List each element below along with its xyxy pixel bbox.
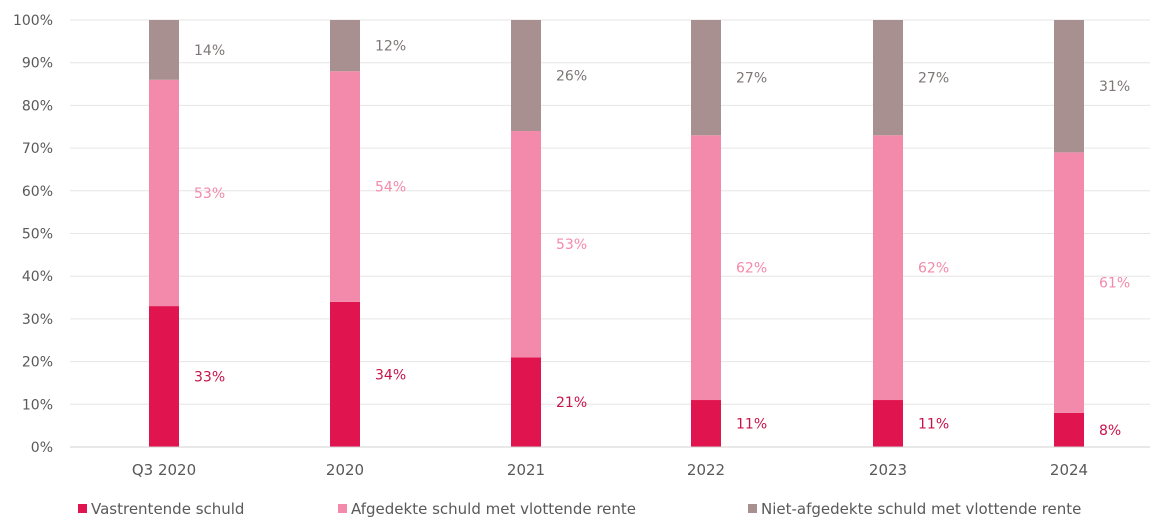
data-label: 14% [194, 43, 225, 59]
y-tick-label: 60% [22, 184, 53, 200]
legend-item: Niet-afgedekte schuld met vlottende rent… [748, 500, 1081, 518]
legend-swatch [338, 504, 347, 513]
x-tick-label: 2023 [869, 461, 907, 479]
data-label: 26% [556, 69, 587, 85]
data-label: 53% [556, 237, 587, 253]
data-label: 53% [194, 186, 225, 202]
data-label: 11% [736, 417, 767, 433]
data-label: 33% [194, 370, 225, 386]
bars [149, 20, 1084, 447]
gridlines [70, 19, 1150, 405]
y-tick-label: 30% [22, 312, 53, 328]
bar-segment [1054, 20, 1084, 153]
data-label: 34% [375, 367, 406, 383]
y-tick-label: 10% [22, 397, 53, 413]
y-tick-label: 50% [22, 227, 53, 243]
x-tick-label: 2020 [326, 461, 364, 479]
x-tick-label: Q3 2020 [132, 461, 196, 479]
bar-segment [1054, 412, 1084, 447]
legend-swatch [748, 504, 757, 513]
data-label: 54% [375, 180, 406, 196]
data-label: 31% [1099, 79, 1130, 95]
legend-item: Vastrentende schuld [78, 500, 244, 518]
data-label: 8% [1099, 423, 1121, 439]
data-label: 62% [918, 261, 949, 277]
y-tick-label: 100% [13, 13, 53, 29]
bar-segment [330, 20, 360, 72]
data-labels: 33% 53% 14% 34% 54% 12% 21% 53% 26% 11% 62% 27% 11% 6… [194, 39, 1130, 439]
legend-label: Afgedekte schuld met vlottende rente [351, 500, 636, 518]
bar-segment [149, 306, 179, 447]
y-tick-label: 70% [22, 141, 53, 157]
data-label: 62% [736, 261, 767, 277]
bar-segment [691, 20, 721, 136]
legend-label: Vastrentende schuld [91, 500, 244, 518]
legend-swatch [78, 504, 87, 513]
x-axis: Q3 2020 2020 2021 2022 2023 2024 [70, 446, 1150, 479]
bar-segment [511, 131, 541, 358]
y-tick-label: 90% [22, 56, 53, 72]
bar-segment [1054, 152, 1084, 413]
bar-segment [149, 20, 179, 80]
data-label: 27% [736, 71, 767, 87]
data-label: 21% [556, 395, 587, 411]
y-axis: 0% 10% 20% 30% 40% 50% 60% 70% 80% 90% 100% [13, 13, 53, 456]
x-tick-label: 2021 [507, 461, 545, 479]
bar-segment [511, 20, 541, 132]
bar-segment [873, 135, 903, 401]
bar-segment [330, 71, 360, 302]
bar-segment [149, 79, 179, 307]
bar-segment [511, 357, 541, 447]
x-tick-label: 2024 [1050, 461, 1088, 479]
legend: Vastrentende schuld Afgedekte schuld met … [78, 500, 1081, 518]
x-tick-label: 2022 [687, 461, 725, 479]
data-label: 11% [918, 417, 949, 433]
legend-label: Niet-afgedekte schuld met vlottende rent… [761, 500, 1081, 518]
data-label: 12% [375, 39, 406, 55]
y-tick-label: 20% [22, 355, 53, 371]
bar-segment [873, 20, 903, 136]
y-tick-label: 40% [22, 269, 53, 285]
bar-segment [691, 135, 721, 401]
data-label: 27% [918, 71, 949, 87]
bar-segment [873, 400, 903, 447]
data-label: 61% [1099, 276, 1130, 292]
bar-segment [330, 301, 360, 447]
bar-segment [691, 400, 721, 447]
y-tick-label: 80% [22, 98, 53, 114]
legend-item: Afgedekte schuld met vlottende rente [338, 500, 636, 518]
y-tick-label: 0% [31, 440, 53, 456]
